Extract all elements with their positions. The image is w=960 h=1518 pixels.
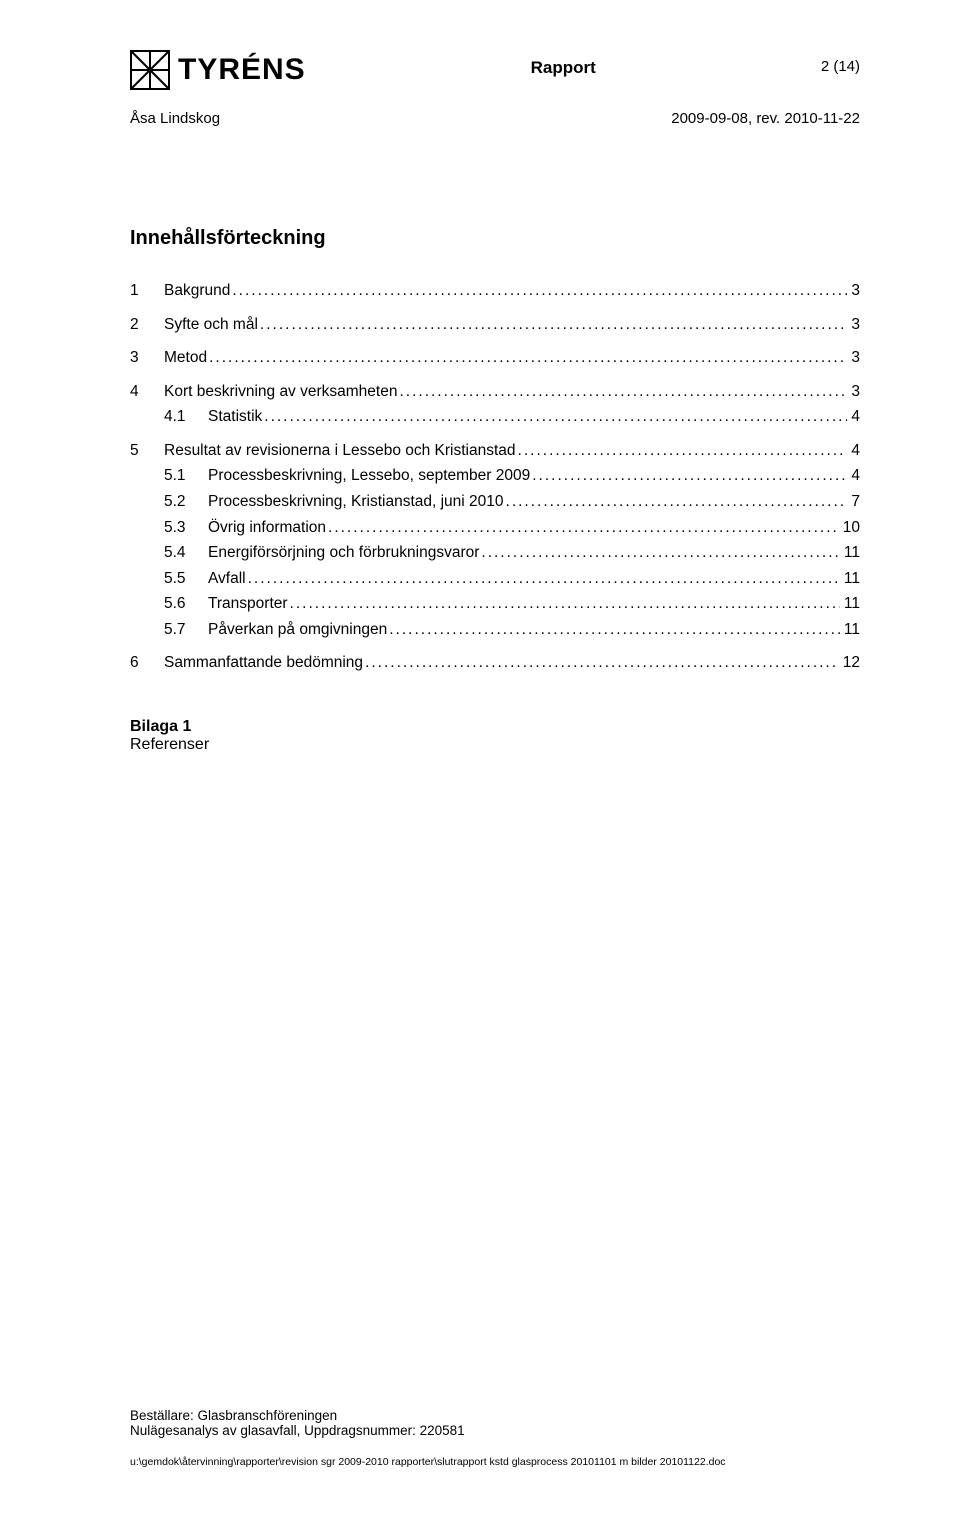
toc-entry-number: 5.7 [164,617,208,643]
toc-entry-page: 4 [849,404,860,430]
toc-entry-number: 2 [130,312,164,338]
toc-entry: 4.1Statistik 4 [130,404,860,430]
toc-entry-label: Transporter [208,591,288,617]
toc-entry-label: Processbeskrivning, Lessebo, september 2… [208,463,530,489]
toc-entry-number: 5.1 [164,463,208,489]
toc-leader [506,489,848,515]
toc-entry-number: 5.2 [164,489,208,515]
document-title: Rapport [306,58,821,78]
logo-mark-icon [130,50,170,90]
toc-entry-page: 3 [849,345,860,371]
toc-entry-label: Metod [164,345,207,371]
toc-entry-page: 3 [849,278,860,304]
toc-title: Innehållsförteckning [130,227,860,250]
toc-entry: 3Metod 3 [130,345,860,371]
toc-entry-page: 11 [842,617,860,643]
toc-leader [260,312,847,338]
logo-text: TYRÉNS [178,53,306,87]
toc-entry-label: Syfte och mål [164,312,258,338]
toc-leader [399,379,847,405]
toc-entry-label: Övrig information [208,515,326,541]
toc-entry: 5.6Transporter 11 [130,591,860,617]
toc-entry-number: 4 [130,379,164,405]
toc-leader [389,617,840,643]
toc-leader [518,438,848,464]
toc-entry-label: Bakgrund [164,278,230,304]
document-date: 2009-09-08, rev. 2010-11-22 [671,110,860,127]
toc-entry-page: 3 [849,312,860,338]
table-of-contents: 1Bakgrund 32Syfte och mål 33Metod 34Kort… [130,278,860,676]
toc-entry-number: 4.1 [164,404,208,430]
toc-entry-page: 3 [849,379,860,405]
toc-entry-number: 3 [130,345,164,371]
footer-path: u:\gemdok\återvinning\rapporter\revision… [130,1456,860,1468]
toc-entry: 5.1Processbeskrivning, Lessebo, septembe… [130,463,860,489]
footer-line-2: Nulägesanalys av glasavfall, Uppdragsnum… [130,1423,860,1438]
toc-leader [365,650,839,676]
toc-entry: 5.2Processbeskrivning, Kristianstad, jun… [130,489,860,515]
toc-entry-label: Kort beskrivning av verksamheten [164,379,397,405]
footer: Beställare: Glasbranschföreningen Nuläge… [130,1408,860,1468]
toc-entry: 5.5Avfall 11 [130,566,860,592]
toc-entry-number: 5.4 [164,540,208,566]
toc-entry-label: Statistik [208,404,262,430]
toc-entry: 1Bakgrund 3 [130,278,860,304]
toc-entry-label: Processbeskrivning, Kristianstad, juni 2… [208,489,504,515]
toc-entry: 5.4Energiförsörjning och förbrukningsvar… [130,540,860,566]
toc-leader [264,404,847,430]
toc-entry: 6Sammanfattande bedömning 12 [130,650,860,676]
toc-entry-number: 5.3 [164,515,208,541]
toc-entry-page: 7 [849,489,860,515]
page-number: 2 (14) [821,58,860,75]
toc-entry-number: 5.5 [164,566,208,592]
toc-entry: 5Resultat av revisionerna i Lessebo och … [130,438,860,464]
toc-entry-page: 10 [841,515,860,541]
toc-entry-label: Avfall [208,566,246,592]
toc-leader [532,463,847,489]
toc-entry-number: 5.6 [164,591,208,617]
toc-entry: 5.3Övrig information 10 [130,515,860,541]
toc-leader [209,345,847,371]
toc-entry: 5.7Påverkan på omgivningen 11 [130,617,860,643]
toc-leader [248,566,840,592]
toc-entry-label: Energiförsörjning och förbrukningsvaror [208,540,479,566]
appendix-title: Bilaga 1 [130,718,860,736]
appendix-line: Referenser [130,736,860,754]
toc-leader [232,278,847,304]
toc-entry: 2Syfte och mål 3 [130,312,860,338]
author-row: Åsa Lindskog 2009-09-08, rev. 2010-11-22 [130,110,860,127]
page: TYRÉNS Rapport 2 (14) Åsa Lindskog 2009-… [0,0,960,1518]
author-name: Åsa Lindskog [130,110,220,127]
toc-leader [328,515,839,541]
toc-entry-label: Påverkan på omgivningen [208,617,387,643]
header: TYRÉNS Rapport 2 (14) [130,50,860,90]
appendix-block: Bilaga 1 Referenser [130,718,860,754]
toc-entry-page: 11 [842,591,860,617]
toc-entry-label: Resultat av revisionerna i Lessebo och K… [164,438,516,464]
toc-entry: 4Kort beskrivning av verksamheten 3 [130,379,860,405]
footer-line-1: Beställare: Glasbranschföreningen [130,1408,860,1423]
toc-entry-label: Sammanfattande bedömning [164,650,363,676]
toc-entry-page: 11 [842,566,860,592]
toc-entry-page: 4 [849,438,860,464]
toc-leader [481,540,840,566]
toc-entry-page: 12 [841,650,860,676]
toc-entry-number: 5 [130,438,164,464]
logo: TYRÉNS [130,50,306,90]
toc-entry-page: 4 [849,463,860,489]
toc-entry-page: 11 [842,540,860,566]
toc-leader [290,591,840,617]
toc-entry-number: 1 [130,278,164,304]
toc-entry-number: 6 [130,650,164,676]
